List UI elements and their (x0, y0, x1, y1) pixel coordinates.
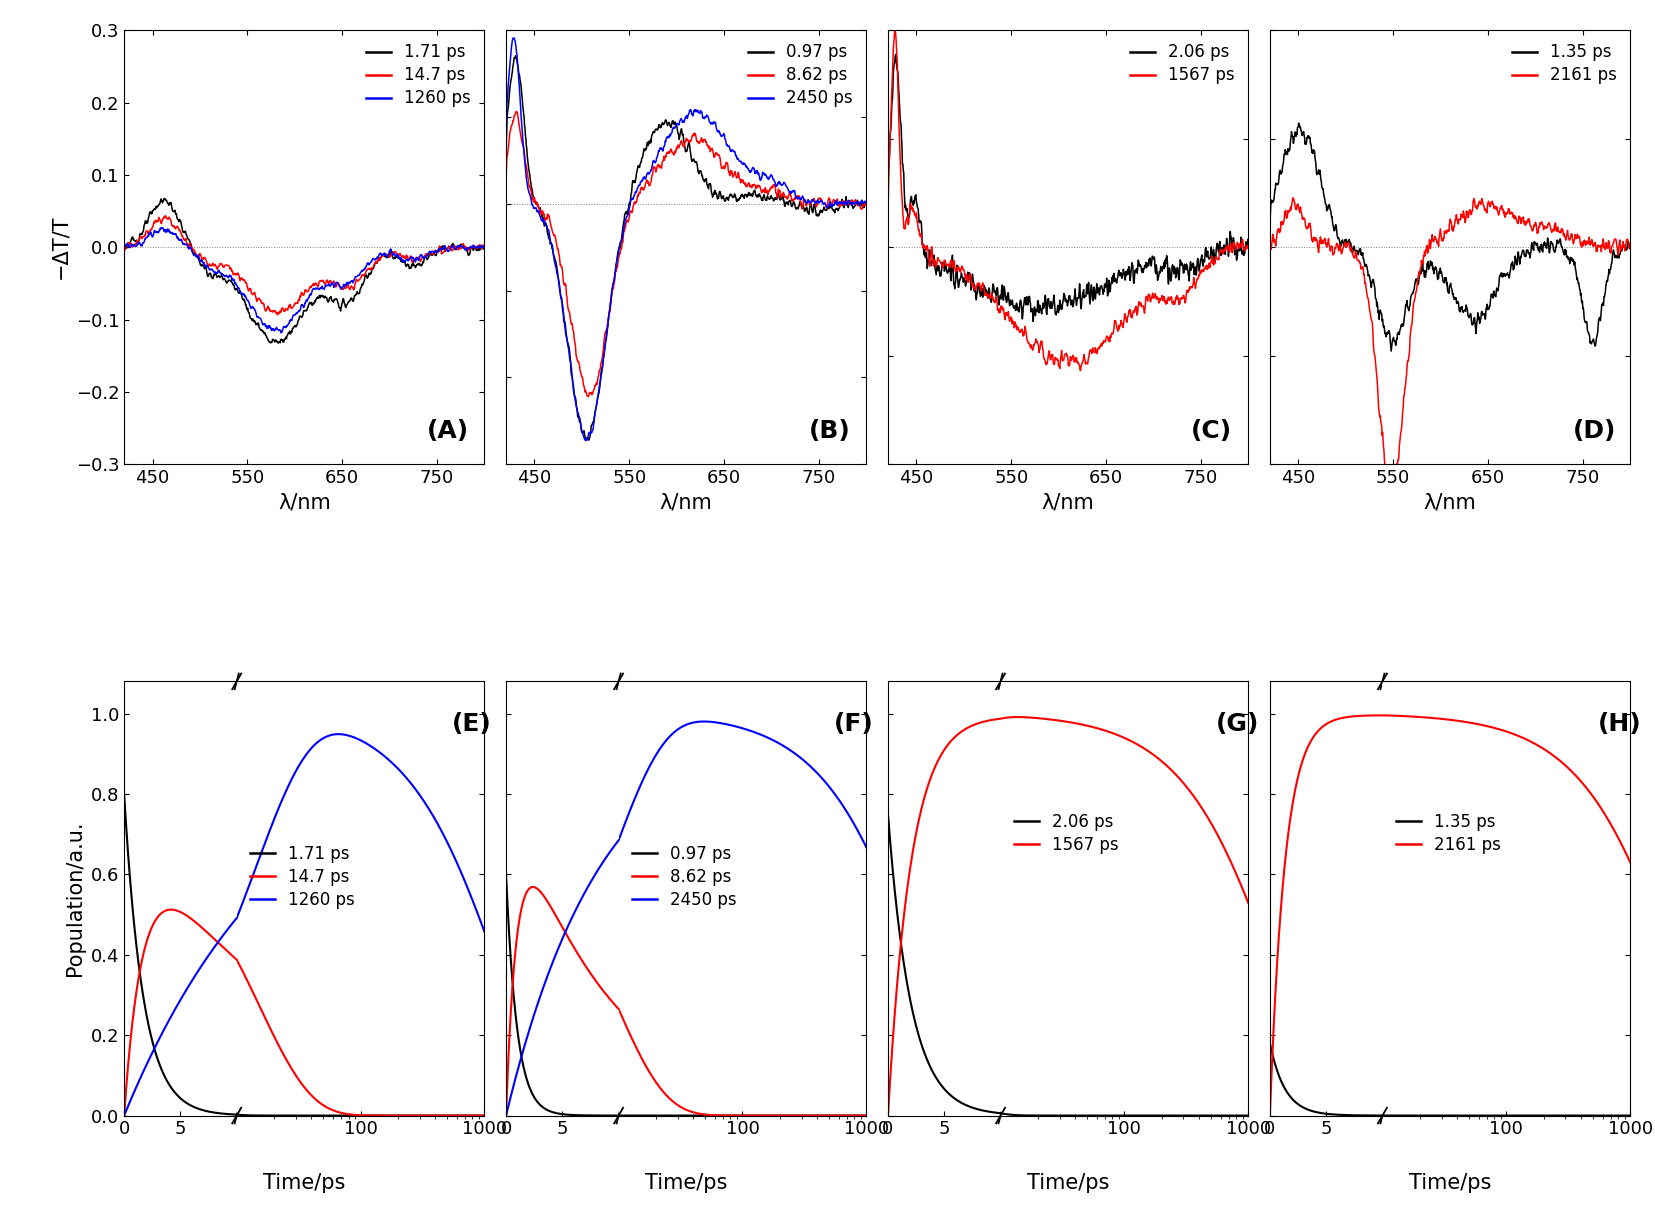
Text: (G): (G) (1216, 712, 1259, 736)
Legend: 0.97 ps, 8.62 ps, 2450 ps: 0.97 ps, 8.62 ps, 2450 ps (743, 39, 857, 112)
Legend: 2.06 ps, 1567 ps: 2.06 ps, 1567 ps (1010, 808, 1124, 859)
X-axis label: λ/nm: λ/nm (1423, 493, 1476, 513)
X-axis label: λ/nm: λ/nm (278, 493, 331, 513)
Text: (H): (H) (1599, 712, 1642, 736)
Text: Time/ps: Time/ps (645, 1173, 728, 1194)
Legend: 1.35 ps, 2161 ps: 1.35 ps, 2161 ps (1390, 808, 1506, 859)
Text: (B): (B) (809, 418, 851, 443)
Text: Time/ps: Time/ps (263, 1173, 346, 1194)
Text: (D): (D) (1572, 418, 1615, 443)
Text: (E): (E) (452, 712, 492, 736)
X-axis label: λ/nm: λ/nm (1041, 493, 1094, 513)
Text: Time/ps: Time/ps (1408, 1173, 1491, 1194)
Legend: 2.06 ps, 1567 ps: 2.06 ps, 1567 ps (1125, 39, 1240, 89)
Legend: 1.35 ps, 2161 ps: 1.35 ps, 2161 ps (1506, 39, 1622, 89)
Y-axis label: −ΔT/T: −ΔT/T (50, 215, 70, 280)
Legend: 1.71 ps, 14.7 ps, 1260 ps: 1.71 ps, 14.7 ps, 1260 ps (361, 39, 477, 112)
Legend: 1.71 ps, 14.7 ps, 1260 ps: 1.71 ps, 14.7 ps, 1260 ps (245, 839, 361, 914)
Text: (A): (A) (427, 418, 468, 443)
X-axis label: λ/nm: λ/nm (660, 493, 713, 513)
Text: (C): (C) (1190, 418, 1231, 443)
Y-axis label: Population/a.u.: Population/a.u. (65, 821, 84, 976)
Text: Time/ps: Time/ps (1026, 1173, 1109, 1194)
Legend: 0.97 ps, 8.62 ps, 2450 ps: 0.97 ps, 8.62 ps, 2450 ps (627, 839, 741, 914)
Text: (F): (F) (834, 712, 874, 736)
